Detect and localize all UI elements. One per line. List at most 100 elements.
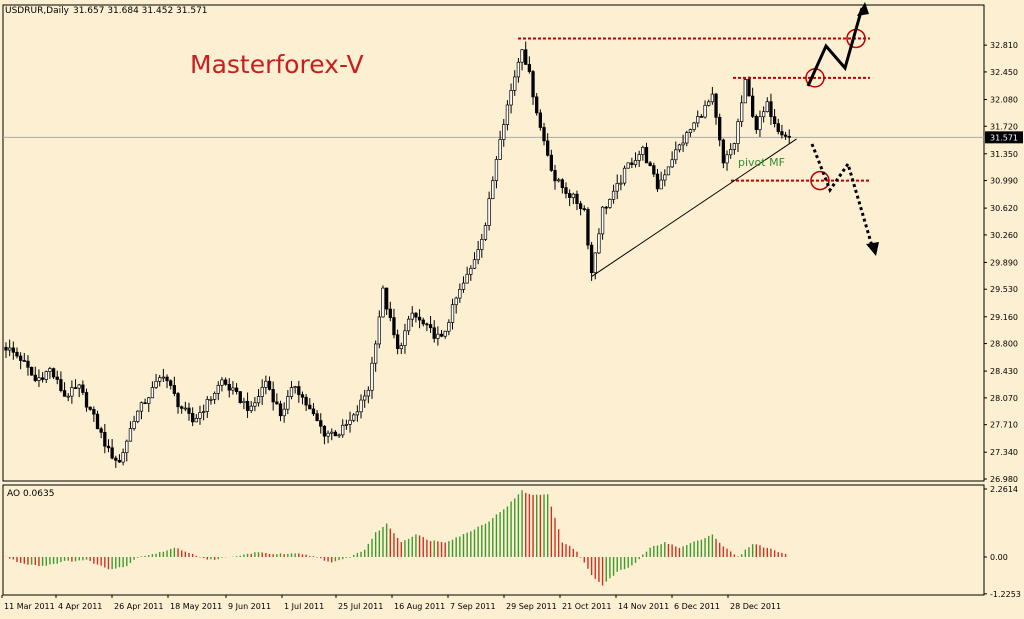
candle-body [633, 160, 638, 165]
price-tick-label: 29.160 [990, 313, 1018, 322]
candle-body [439, 333, 444, 337]
price-tick-label: 27.710 [990, 421, 1018, 430]
ao-tick-label: 0.00 [990, 553, 1008, 562]
candle-body [161, 376, 166, 379]
candle-body [692, 122, 696, 130]
current-price-label: 31.571 [990, 133, 1018, 142]
price-tick-label: 30.620 [990, 204, 1018, 213]
candle-body [22, 360, 26, 362]
candle-body [513, 76, 517, 91]
candle-body [542, 127, 546, 142]
chart-header: USDRUR,Daily 31.657 31.684 31.452 31.571 [5, 6, 208, 16]
time-axis: 11 Mar 2011 4 Apr 2011 26 Apr 2011 18 May 2… [1, 595, 781, 611]
candle-body [11, 347, 15, 353]
candle-body [264, 380, 268, 388]
time-tick-label: 16 Aug 2011 [394, 602, 445, 611]
candle-body [663, 174, 667, 181]
candle-body [201, 411, 206, 413]
candle-body [165, 376, 169, 382]
candle-body [644, 146, 649, 164]
pivot-label: pivot MF [738, 156, 785, 169]
price-axis: 32.810 32.450 32.080 31.720 31.350 30.990 30.6… [984, 41, 1023, 599]
candle-body [769, 101, 773, 118]
candle-body [183, 407, 187, 410]
candle-body [88, 406, 92, 410]
candle-body [557, 179, 561, 182]
candle-body [611, 190, 616, 200]
candle-body [780, 131, 784, 136]
candle-body [637, 154, 641, 161]
candle-body [674, 149, 678, 161]
candle-body [421, 319, 425, 325]
candle-body [216, 384, 220, 394]
candle-body [505, 104, 510, 125]
candle-body [249, 405, 253, 411]
candle-body [172, 385, 177, 394]
candle-body [783, 134, 788, 137]
candle-body [169, 380, 173, 386]
current-price-box [985, 131, 1023, 144]
candle-body [454, 297, 458, 306]
candle-body [315, 413, 319, 421]
candle-body [776, 123, 780, 132]
candle-body [677, 144, 682, 151]
candle-body [571, 193, 575, 198]
time-tick-label: 7 Sep 2011 [450, 602, 496, 611]
price-tick-label: 31.720 [990, 122, 1018, 131]
candle-body [4, 346, 8, 351]
candle-body [363, 395, 367, 401]
candle-body [567, 193, 572, 198]
candle-body [553, 170, 557, 182]
price-tick-label: 27.340 [990, 448, 1018, 457]
candle-body [245, 400, 250, 411]
candle-body [158, 377, 162, 382]
candle-body [352, 414, 356, 421]
time-tick-label: 18 May 2011 [170, 602, 222, 611]
candle-body [707, 101, 711, 106]
watermark-title: Masterforex-V [190, 50, 364, 79]
bearish-arrow [810, 143, 874, 247]
candle-body [641, 146, 645, 155]
candle-body [81, 384, 85, 393]
candle-body [476, 249, 480, 261]
candle-body [615, 183, 619, 192]
candle-body [256, 396, 261, 404]
candle-body [666, 166, 671, 176]
candle-body [502, 124, 506, 140]
candle-body [191, 413, 195, 423]
candle-body [48, 368, 52, 372]
candle-body [355, 411, 360, 416]
bullish-arrowhead [857, 2, 869, 16]
candle-body [586, 209, 590, 246]
candle-body [425, 323, 429, 326]
candle-body [70, 387, 74, 397]
price-tick-label: 31.350 [990, 150, 1018, 159]
candle-body [150, 387, 155, 399]
candle-body [40, 377, 45, 380]
candle-body [600, 206, 605, 235]
candle-body [520, 49, 524, 63]
support-trendline [591, 138, 797, 277]
candle-body [461, 282, 466, 290]
candle-body [66, 395, 70, 398]
candle-body [114, 457, 118, 461]
candle-body [231, 387, 235, 391]
candle-body [344, 424, 349, 426]
candle-body [582, 208, 586, 211]
candle-body [428, 324, 433, 329]
candle-body [103, 431, 107, 447]
time-tick-label: 21 Oct 2011 [562, 602, 611, 611]
candle-body [147, 397, 151, 404]
candle-body [622, 167, 627, 184]
ao-tick-label: 2.2614 [990, 485, 1018, 494]
candle-body [377, 316, 381, 345]
candle-body [180, 406, 184, 409]
candle-body [341, 424, 345, 436]
candle-body [450, 304, 455, 323]
price-tick-label: 28.070 [990, 394, 1018, 403]
candle-body [575, 193, 579, 204]
candle-body [139, 402, 144, 412]
candle-body [366, 389, 370, 397]
candle-body [699, 116, 704, 118]
